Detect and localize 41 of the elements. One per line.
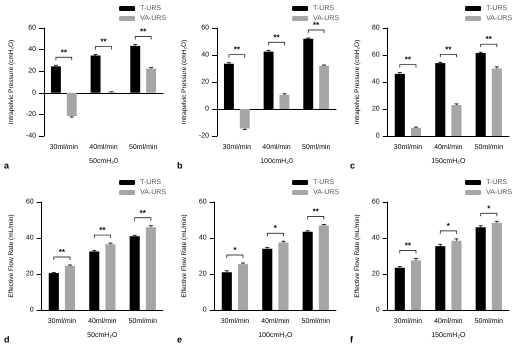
- annotation: *: [446, 221, 451, 230]
- annotation: **: [58, 248, 66, 256]
- annotation: **: [273, 32, 281, 42]
- annotation: **: [140, 208, 147, 218]
- annotation: **: [99, 226, 106, 235]
- bar: [410, 260, 422, 310]
- annotation: **: [404, 55, 412, 64]
- bar: [451, 240, 462, 310]
- text: d: [4, 334, 10, 344]
- annotation: **: [140, 27, 148, 36]
- text: a: [4, 160, 10, 170]
- bar: [492, 68, 502, 136]
- annotation: **: [60, 48, 68, 57]
- bar: [64, 266, 76, 310]
- bar: [238, 264, 248, 310]
- annotation: **: [100, 36, 108, 46]
- bar: [492, 222, 502, 310]
- bar: [278, 242, 288, 310]
- annotation: **: [486, 34, 493, 44]
- bar: [451, 104, 462, 136]
- bar: [105, 244, 116, 310]
- text: b: [177, 160, 183, 170]
- bar: [410, 128, 422, 136]
- annotation: *: [487, 204, 492, 213]
- text: f: [350, 334, 354, 344]
- bar: [240, 109, 250, 129]
- annotation: **: [234, 45, 241, 54]
- bar: [146, 227, 156, 310]
- text: e: [177, 334, 182, 344]
- annotation: **: [313, 20, 320, 30]
- annotation: *: [233, 246, 238, 255]
- annotation: **: [404, 240, 412, 250]
- annotation: **: [312, 207, 320, 216]
- bar: [319, 66, 330, 109]
- bar: [279, 94, 290, 109]
- bar: [146, 68, 156, 93]
- annotation: **: [445, 44, 452, 54]
- bar: [318, 225, 329, 310]
- annotation: *: [274, 224, 278, 233]
- bar: [66, 92, 77, 116]
- text: c: [350, 160, 356, 170]
